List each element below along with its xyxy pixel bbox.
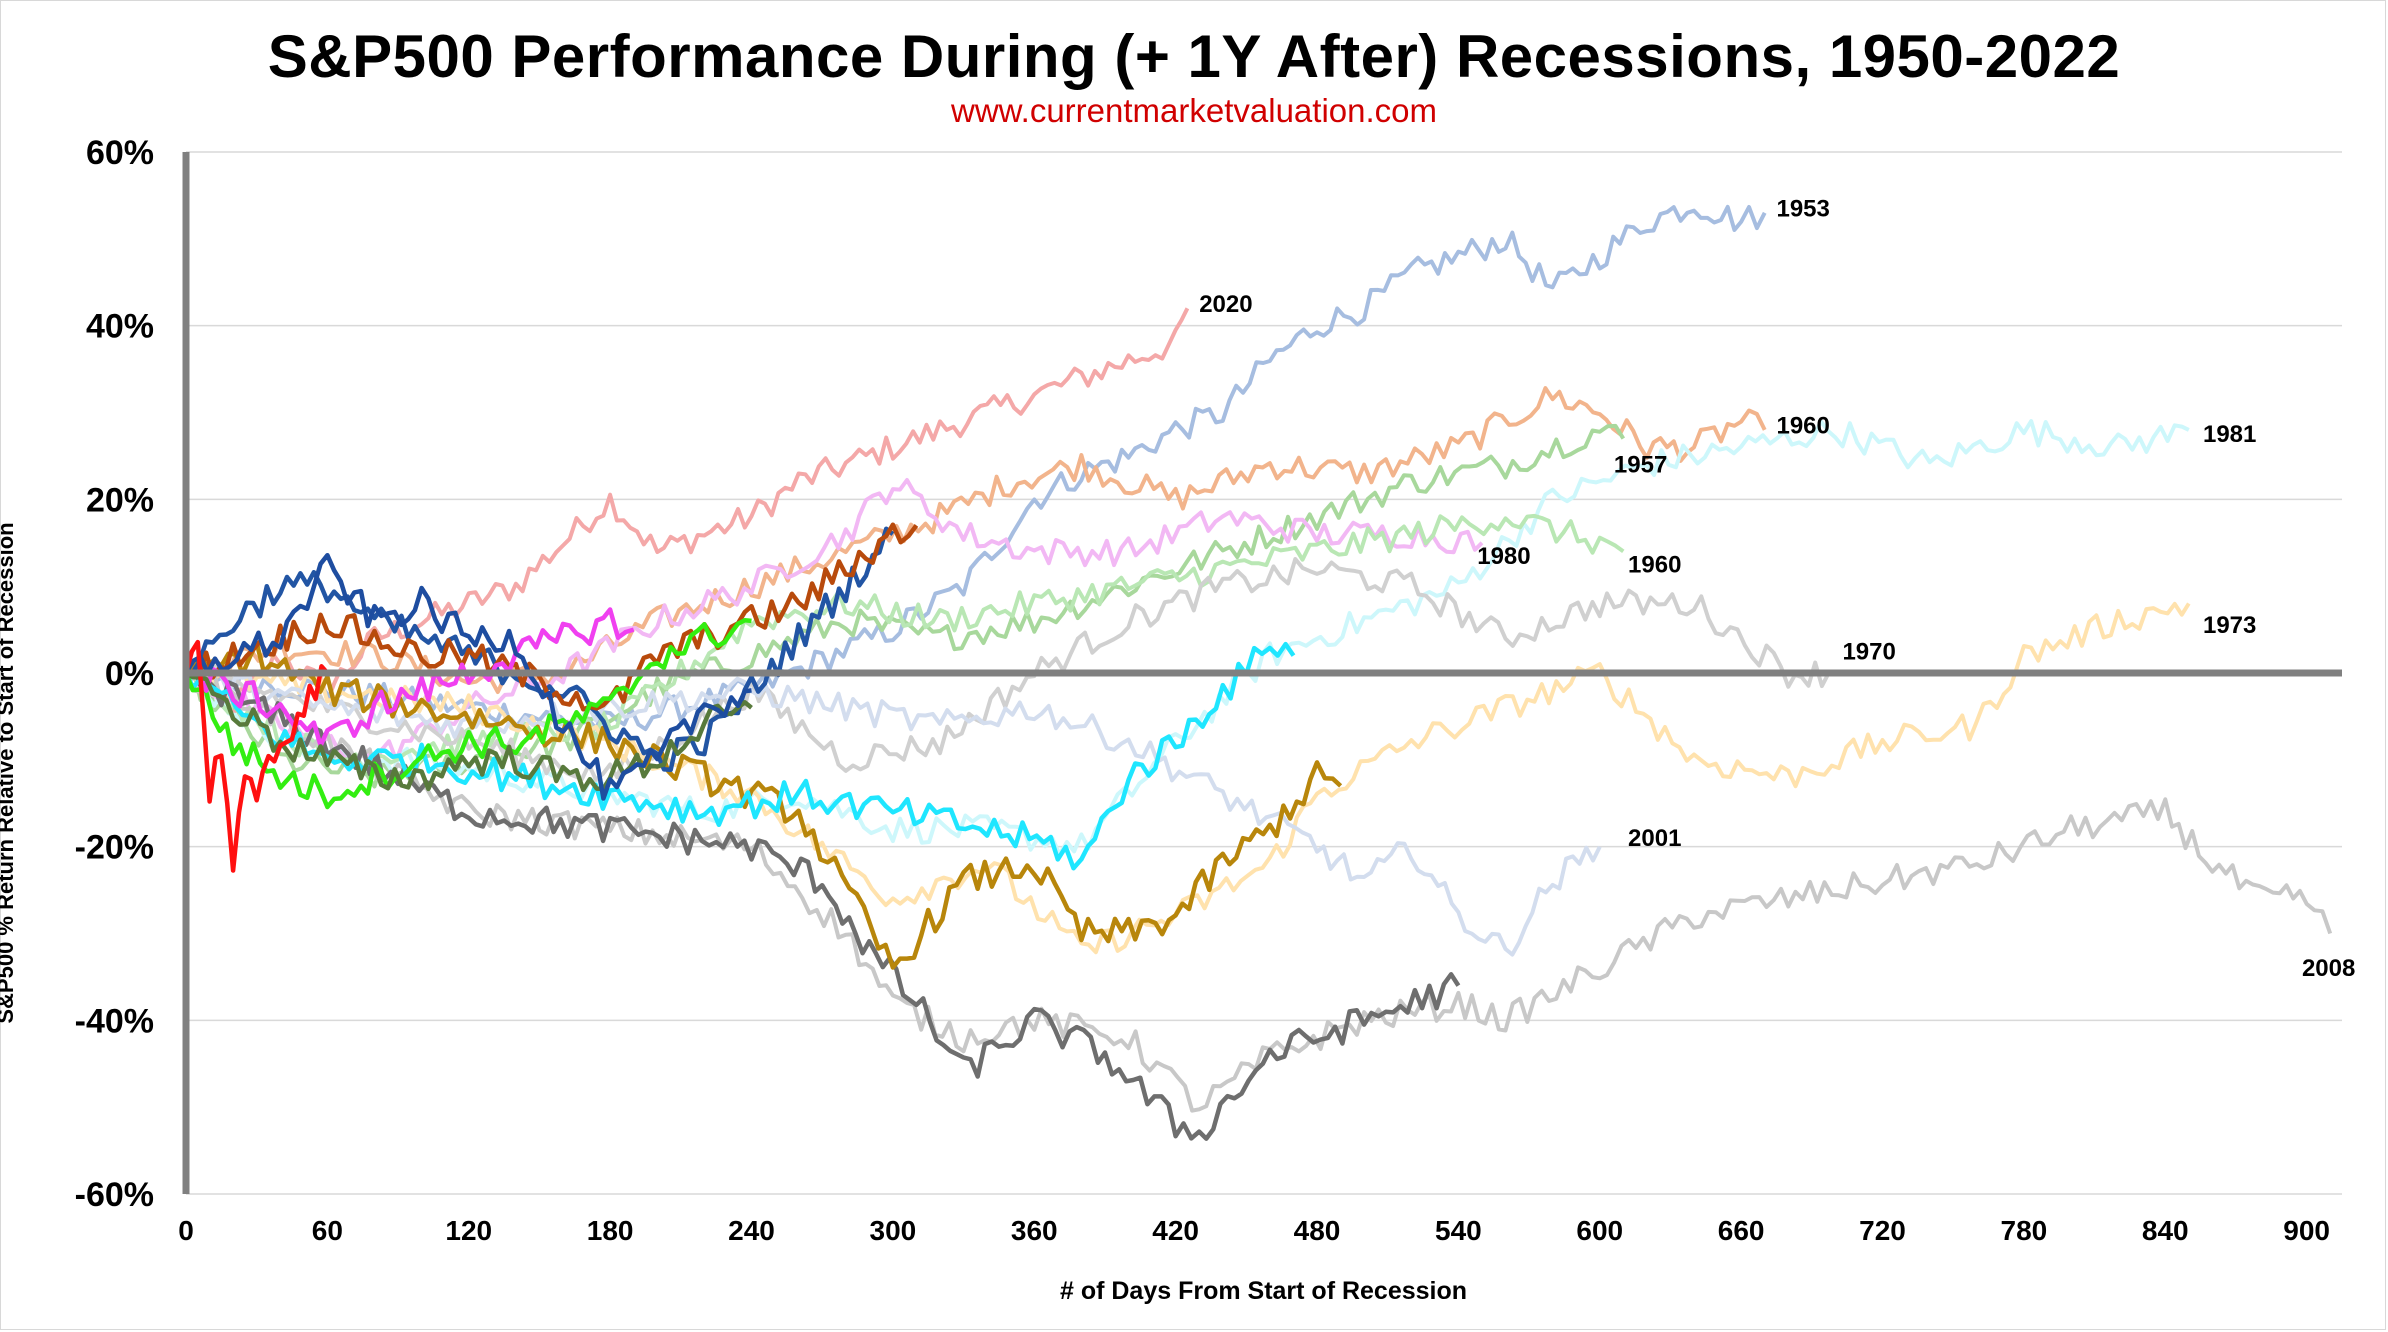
x-tick-label: 60: [312, 1215, 343, 1246]
x-tick-label: 600: [1576, 1215, 1623, 1246]
x-tick-label: 240: [728, 1215, 775, 1246]
x-tick-label: 840: [2142, 1215, 2189, 1246]
series-end-label: 2020: [1199, 291, 1252, 318]
y-tick-label: 0%: [105, 655, 154, 693]
x-tick-label: 300: [870, 1215, 917, 1246]
series-line-1960b: [184, 513, 1625, 771]
series-line-2008: [184, 671, 2333, 1113]
recession-segment: [184, 640, 1343, 970]
series-end-label: 1970: [1842, 638, 1895, 665]
series-end-label: 1953: [1776, 195, 1829, 222]
series-end-label: 1973: [2203, 612, 2256, 639]
x-tick-label: 420: [1152, 1215, 1199, 1246]
x-tick-label: 0: [178, 1215, 194, 1246]
y-tick-label: -20%: [75, 829, 154, 867]
series-line-1973: [185, 601, 2191, 955]
recession-segment: [184, 671, 753, 793]
x-tick-label: 180: [587, 1215, 634, 1246]
series-end-label: 1960: [1776, 413, 1829, 440]
series-end-label: 2001: [1628, 825, 1681, 852]
recession-segment: [184, 663, 1461, 1141]
recession-segment: [183, 617, 752, 810]
x-tick-label: 900: [2283, 1215, 2330, 1246]
recession-segment: [183, 639, 330, 873]
series-line-1980: [184, 478, 1484, 768]
series-end-label: 1981: [2203, 421, 2256, 448]
recession-segment: [184, 552, 752, 801]
series-end-label: 1980: [1477, 543, 1530, 570]
series-end-label: 1957: [1614, 452, 1667, 479]
x-tick-label: 480: [1294, 1215, 1341, 1246]
y-tick-label: 60%: [86, 134, 154, 172]
recession-segment: [186, 607, 635, 748]
y-tick-label: 20%: [86, 481, 154, 519]
x-tick-label: 120: [445, 1215, 492, 1246]
series-end-label: 1960: [1628, 551, 1681, 578]
x-tick-label: 720: [1859, 1215, 1906, 1246]
x-tick-label: 780: [2001, 1215, 2048, 1246]
chart-subtitle: www.currentmarketvaluation.com: [950, 92, 1437, 129]
x-tick-label: 360: [1011, 1215, 1058, 1246]
x-tick-label: 540: [1435, 1215, 1482, 1246]
series-line-2001: [185, 667, 1602, 957]
x-tick-label: 660: [1718, 1215, 1765, 1246]
chart-title: S&P500 Performance During (+ 1Y After) R…: [267, 23, 2121, 90]
x-axis-label: # of Days From Start of Recession: [1059, 1277, 1468, 1305]
series-line-2020: [185, 307, 1190, 719]
y-tick-label: 40%: [86, 308, 154, 346]
y-tick-label: -60%: [75, 1176, 154, 1214]
y-tick-label: -40%: [75, 1002, 154, 1040]
series-end-label: 2008: [2302, 955, 2355, 982]
